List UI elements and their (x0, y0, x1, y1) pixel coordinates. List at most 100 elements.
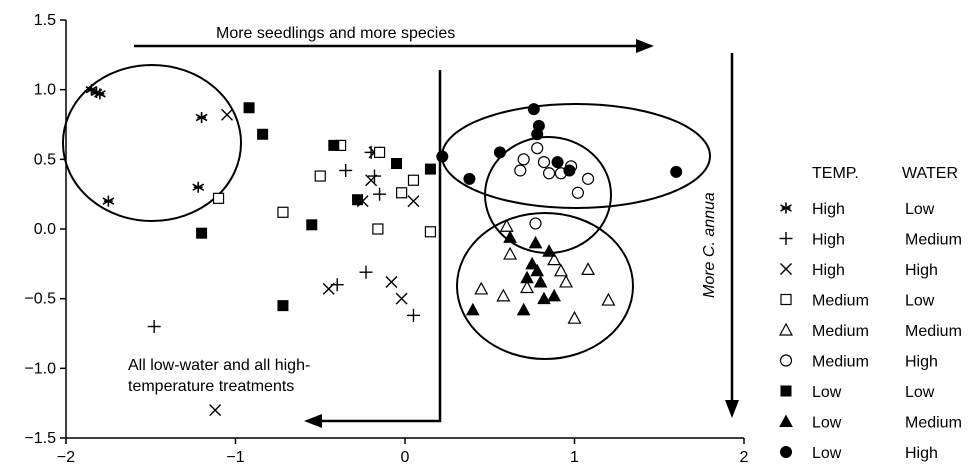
data-point-medium-temp-high-water (571, 186, 584, 199)
data-point-low-temp-low-water (196, 227, 208, 239)
y-tick-label: −1.5 (24, 430, 56, 447)
data-point-low-temp-high-water (563, 164, 576, 177)
legend-water-label: Medium (905, 415, 962, 432)
legend-temp-label: Medium (812, 293, 869, 310)
data-point-low-temp-high-water (436, 150, 449, 163)
legend-marker-open-triangle (778, 322, 794, 336)
legend-marker-filled-circle (780, 446, 792, 458)
x-tick-label: 1 (570, 449, 579, 465)
data-point-high-temp-low-water (102, 195, 115, 207)
top-arrow-head (636, 39, 654, 53)
legend-marker-filled-triangle (779, 414, 793, 427)
bottom-text-line2: temperature treatments (128, 378, 294, 395)
data-point-medium-temp-medium-water (581, 262, 596, 276)
data-point-high-temp-high-water (407, 195, 420, 208)
legend-temp-label: Medium (812, 354, 869, 371)
x-tick-label: −2 (57, 449, 75, 465)
cluster-ellipse-lower-right (456, 212, 634, 360)
legend-water-label: Medium (905, 323, 962, 340)
legend-water-label: Low (905, 384, 935, 401)
legend-marker-asterisk (780, 202, 792, 214)
legend-water-label: High (905, 354, 938, 371)
bottom-text-line1: All low-water and all high- (128, 357, 310, 374)
legend-marker-open-circle (779, 354, 793, 367)
data-point-medium-temp-medium-water (601, 292, 616, 306)
legend-water-label: High (905, 262, 938, 279)
data-point-medium-temp-medium-water (559, 274, 574, 288)
data-point-low-temp-high-water (527, 103, 540, 116)
side-arrow-text: More C. annua (701, 192, 718, 298)
legend-water-label: Medium (905, 232, 962, 249)
data-point-low-temp-medium-water (537, 291, 551, 305)
legend-marker-plus (779, 232, 793, 245)
data-point-medium-temp-medium-water (547, 252, 562, 266)
legend-temp-label: High (812, 232, 845, 249)
cluster-ellipses (62, 64, 711, 360)
data-point-medium-temp-low-water (407, 174, 420, 186)
data-point-medium-temp-low-water (212, 192, 225, 204)
data-point-low-temp-medium-water (516, 302, 531, 316)
data-point-high-temp-low-water (94, 88, 106, 100)
data-point-medium-temp-low-water (314, 170, 326, 182)
data-point-low-temp-high-water (670, 165, 683, 178)
y-tick-label: 1.5 (34, 12, 56, 29)
data-point-medium-temp-low-water (372, 223, 384, 235)
legend-marker-open-square (780, 293, 792, 306)
data-point-high-temp-medium-water (373, 187, 387, 201)
data-points (85, 84, 683, 417)
data-point-high-temp-medium-water (359, 265, 373, 279)
legend-temp-label: Low (812, 445, 842, 462)
data-point-high-temp-high-water (385, 275, 398, 288)
bottom-arrow-line (322, 70, 442, 423)
data-point-low-temp-low-water (391, 158, 403, 170)
data-point-medium-temp-low-water (373, 146, 386, 158)
legend-temp-label: Low (812, 384, 842, 401)
data-point-low-temp-low-water (277, 300, 289, 312)
data-point-high-temp-high-water (322, 282, 335, 295)
data-point-high-temp-medium-water (147, 320, 161, 334)
data-point-medium-temp-medium-water (474, 281, 489, 295)
data-point-low-temp-low-water (306, 219, 318, 231)
x-tick-label: 0 (401, 449, 410, 465)
data-point-high-temp-low-water (195, 112, 208, 124)
data-point-medium-temp-high-water (531, 142, 544, 155)
right-arrow-head (725, 400, 739, 418)
legend-water-label: Low (905, 201, 935, 218)
bottom-arrow-head (304, 414, 322, 428)
x-tick-label: −1 (226, 449, 244, 465)
data-point-low-temp-medium-water (525, 256, 539, 270)
data-point-medium-temp-medium-water (567, 310, 582, 324)
data-point-high-temp-low-water (192, 181, 205, 193)
data-point-low-temp-high-water (493, 146, 506, 159)
side-arrow-text-value: More C. annua (701, 192, 718, 298)
y-axis-ticks: 1.5 1.0 0.5 0.0 −0.5 −1.0 −1.5 (24, 12, 66, 447)
data-point-medium-temp-high-water (514, 164, 527, 177)
legend-temp-label: High (812, 262, 845, 279)
data-point-medium-temp-low-water (396, 187, 408, 199)
data-point-high-temp-high-water (221, 108, 234, 121)
data-point-medium-temp-medium-water (499, 218, 514, 232)
data-point-high-temp-high-water (395, 292, 408, 305)
data-point-medium-temp-high-water (581, 172, 595, 185)
legend-temp-label: Medium (812, 323, 869, 340)
x-axis-ticks: −2 −1 0 1 2 (57, 438, 749, 465)
data-point-medium-temp-medium-water (503, 246, 518, 260)
legend-header-temp: TEMP. (812, 165, 859, 182)
legend-temp-label: High (812, 201, 845, 218)
data-point-medium-temp-high-water (517, 153, 530, 166)
y-tick-label: −0.5 (24, 291, 56, 308)
data-point-medium-temp-high-water (537, 156, 551, 169)
data-point-high-temp-medium-water (339, 163, 353, 177)
top-arrow-text: More seedlings and more species (216, 25, 455, 42)
data-point-low-temp-low-water (424, 163, 436, 175)
data-point-high-temp-medium-water (406, 308, 420, 322)
x-tick-label: 2 (740, 449, 749, 465)
axes (65, 20, 744, 439)
data-point-low-temp-medium-water (503, 230, 517, 243)
data-point-high-temp-high-water (365, 174, 378, 187)
data-point-medium-temp-low-water (424, 226, 437, 238)
data-point-medium-temp-medium-water (553, 263, 568, 277)
legend: TEMP. WATER High Low High Medium High High Med… (778, 165, 962, 462)
legend-water-label: High (905, 445, 938, 462)
